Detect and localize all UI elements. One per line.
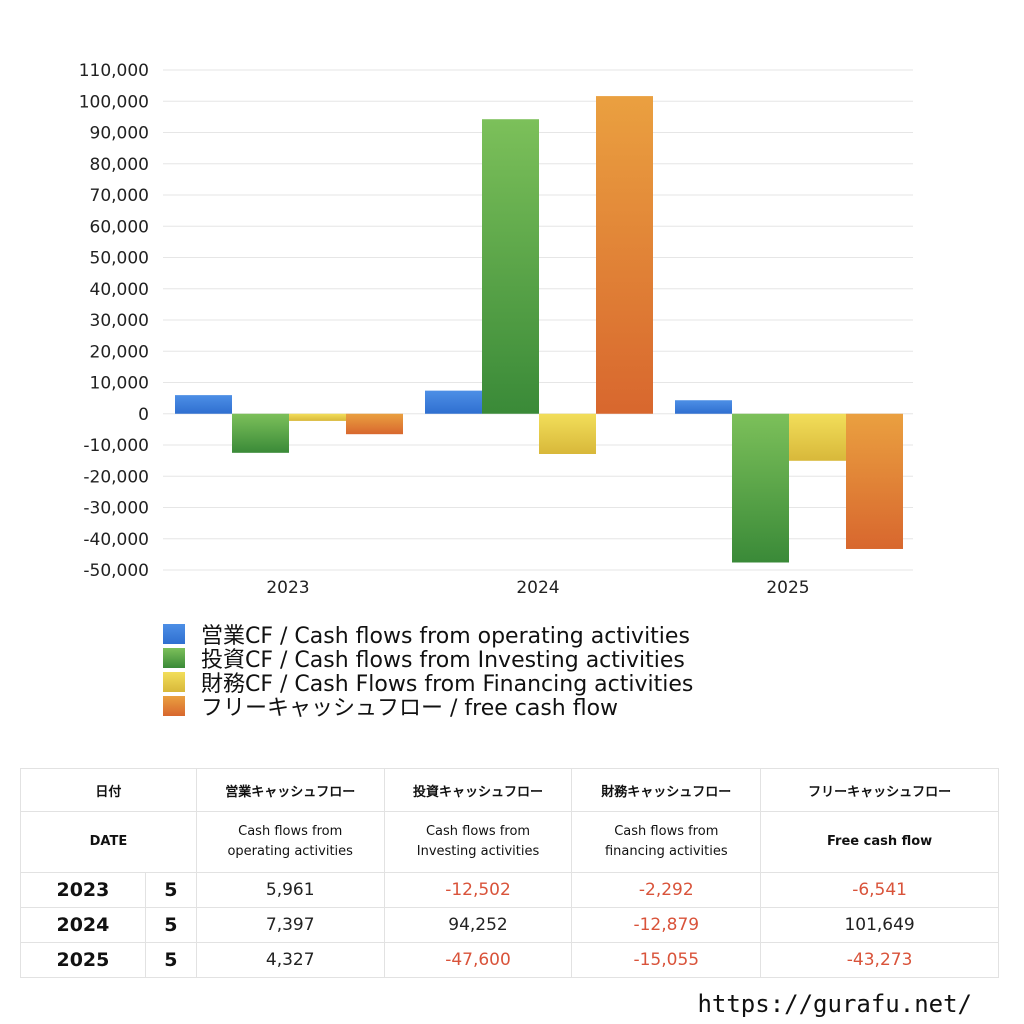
row-year: 2023 [20,872,146,908]
legend: 営業CF / Cash flows from operating activit… [163,622,693,721]
table-header-row-jp: 日付 営業キャッシュフロー 投資キャッシュフロー 財務キャッシュフロー フリーキ… [20,768,999,812]
header-financing-en-line1: Cash flows from [614,824,719,839]
row-investing: 94,252 [383,907,573,943]
y-tick-label: 30,000 [90,311,149,331]
legend-swatch-financing [163,672,185,692]
row-financing: -15,055 [571,942,762,978]
bar-2024-series-4 [596,96,653,414]
bar-2025-series-1 [675,400,732,414]
bar-2023-series-1 [175,395,232,414]
y-tick-label: 100,000 [79,92,149,112]
table-row: 2024 5 7,397 94,252 -12,879 101,649 [20,907,999,943]
site-url[interactable]: https://gurafu.net/ [697,990,972,1018]
y-tick-label: -30,000 [83,499,149,519]
y-tick-label: -20,000 [83,467,149,487]
header-operating-en-line1: Cash flows from [238,824,343,839]
row-operating: 5,961 [195,872,385,908]
header-financing-en: Cash flows from financing activities [571,811,762,873]
y-tick-label: 0 [138,405,149,425]
bar-2024-series-2 [482,119,539,414]
y-tick-label: -40,000 [83,530,149,550]
row-year: 2025 [20,942,146,978]
header-free-jp: フリーキャッシュフロー [760,768,999,812]
header-financing-jp: 財務キャッシュフロー [571,768,762,812]
row-month: 5 [144,907,197,943]
y-tick-label: 110,000 [79,61,149,81]
header-operating-en: Cash flows from operating activities [195,811,385,873]
bar-2025-series-4 [846,413,903,549]
table-row: 2025 5 4,327 -47,600 -15,055 -43,273 [20,942,999,978]
bar-2025-series-3 [789,413,846,461]
y-tick-label: 50,000 [90,249,149,269]
x-tick-label: 2024 [516,578,559,598]
table-header-row-en: DATE Cash flows from operating activitie… [20,811,999,873]
legend-item-investing: 投資CF / Cash flows from Investing activit… [163,646,693,673]
legend-item-financing: 財務CF / Cash Flows from Financing activit… [163,670,693,697]
cash-flow-chart: 110,000 100,000 90,000 80,000 70,000 60,000 50… [79,61,913,598]
legend-item-operating: 営業CF / Cash flows from operating activit… [163,622,693,649]
row-month: 5 [144,872,197,908]
legend-swatch-free [163,696,185,716]
legend-swatch-investing [163,648,185,668]
y-tick-label: -50,000 [83,561,149,581]
row-free: -43,273 [760,942,999,978]
legend-label-free: フリーキャッシュフロー / free cash flow [201,696,619,721]
y-tick-label: 10,000 [90,374,149,394]
x-tick-label: 2023 [266,578,309,598]
header-operating-en-line2: operating activities [227,844,353,859]
header-financing-en-line2: financing activities [604,844,728,859]
header-investing-en: Cash flows from Investing activities [383,811,573,873]
row-operating: 7,397 [195,907,385,943]
bar-2023-series-3 [289,413,346,421]
y-tick-label: 20,000 [90,342,149,362]
header-operating-jp: 営業キャッシュフロー [195,768,385,812]
legend-label-operating: 営業CF / Cash flows from operating activit… [201,624,690,649]
row-month: 5 [144,942,197,978]
row-free: 101,649 [760,907,999,943]
y-tick-label: 60,000 [90,217,149,237]
legend-item-free: フリーキャッシュフロー / free cash flow [163,694,693,721]
bar-2023-series-2 [232,413,289,453]
row-investing: -12,502 [383,872,573,908]
y-axis-ticks: 110,000 100,000 90,000 80,000 70,000 60,000 50… [79,61,149,581]
header-investing-en-line2: Investing activities [416,844,540,859]
y-tick-label: 40,000 [90,280,149,300]
table-row: 2023 5 5,961 -12,502 -2,292 -6,541 [20,872,999,908]
bar-2023-series-4 [346,413,403,435]
legend-label-financing: 財務CF / Cash Flows from Financing activit… [201,672,694,697]
row-free: -6,541 [760,872,999,908]
legend-swatch-operating [163,624,185,644]
row-investing: -47,600 [383,942,573,978]
bar-2025-series-2 [732,413,789,563]
header-free-en: Free cash flow [760,811,999,873]
bar-2024-series-3 [539,413,596,454]
legend-label-investing: 投資CF / Cash flows from Investing activit… [201,648,685,673]
y-tick-label: -10,000 [83,436,149,456]
y-tick-label: 70,000 [90,186,149,206]
y-tick-label: 90,000 [90,124,149,144]
bars [175,96,903,563]
header-investing-jp: 投資キャッシュフロー [383,768,573,812]
bar-2024-series-1 [425,390,482,414]
y-tick-label: 80,000 [90,155,149,175]
cash-flow-table: 日付 営業キャッシュフロー 投資キャッシュフロー 財務キャッシュフロー フリーキ… [20,768,999,978]
header-date-jp: 日付 [20,768,197,812]
row-financing: -12,879 [571,907,762,943]
x-tick-label: 2025 [766,578,809,598]
x-axis-ticks: 2023 2024 2025 [266,578,809,598]
header-date-en: DATE [20,811,197,873]
row-year: 2024 [20,907,146,943]
row-operating: 4,327 [195,942,385,978]
row-financing: -2,292 [571,872,762,908]
header-investing-en-line1: Cash flows from [425,824,531,839]
